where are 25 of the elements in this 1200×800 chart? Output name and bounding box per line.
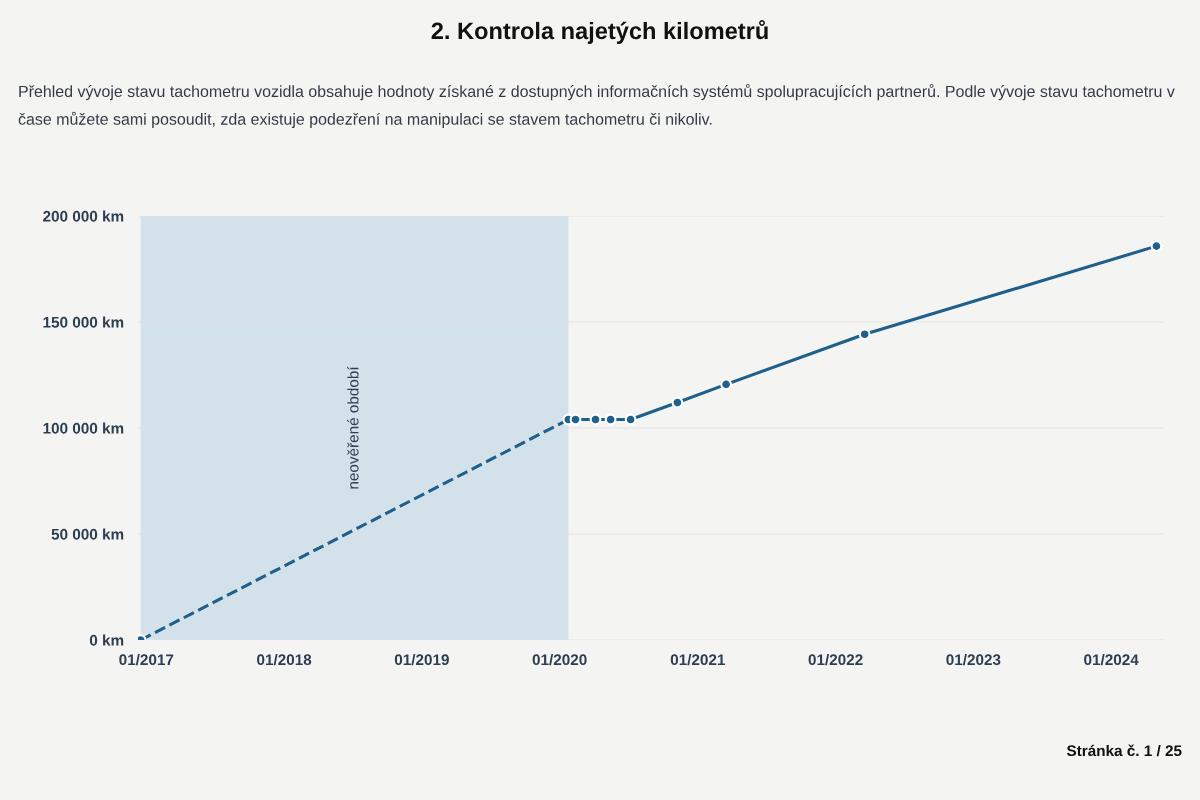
x-tick-label: 01/2020: [532, 653, 587, 666]
x-tick-label: 01/2023: [946, 653, 1001, 666]
x-tick-label: 01/2019: [394, 653, 449, 666]
point: [671, 396, 684, 409]
y-tick-label: 0 km: [89, 634, 124, 646]
x-tick-label: 01/2017: [119, 653, 174, 666]
chart-title: 2. Kontrola najetých kilometrů: [431, 20, 768, 44]
y-tick-label: 100 000 km: [43, 422, 124, 434]
text: Stránka č. 1 / 25: [1066, 744, 1182, 757]
x-tick-label: 01/2021: [670, 653, 725, 666]
chart-subtitle: Přehled vývoje stavu tachometru vozidla obsahuje hodnoty získané z dostupných informačních systémů spolupracujících partnerů. Podle vývoje stavu tachometru v čase můžete sami posoudit, zda existuje podezření na manipulaci se stavem tachometru či nikoliv.: [18, 84, 1175, 128]
x-tick-label: 01/2022: [808, 653, 863, 666]
point: [604, 413, 617, 426]
point: [589, 413, 602, 426]
point: [1150, 240, 1163, 253]
band-label: neověřené období: [347, 366, 359, 489]
point: [569, 413, 582, 426]
point: [624, 413, 637, 426]
y-tick-label: 150 000 km: [43, 316, 124, 328]
y-tick-label: 50 000 km: [51, 528, 124, 540]
point: [858, 328, 871, 341]
point: [720, 378, 733, 391]
x-tick-label: 01/2018: [257, 653, 312, 666]
y-tick-label: 200 000 km: [43, 210, 124, 222]
x-tick-label: 01/2024: [1084, 653, 1139, 666]
